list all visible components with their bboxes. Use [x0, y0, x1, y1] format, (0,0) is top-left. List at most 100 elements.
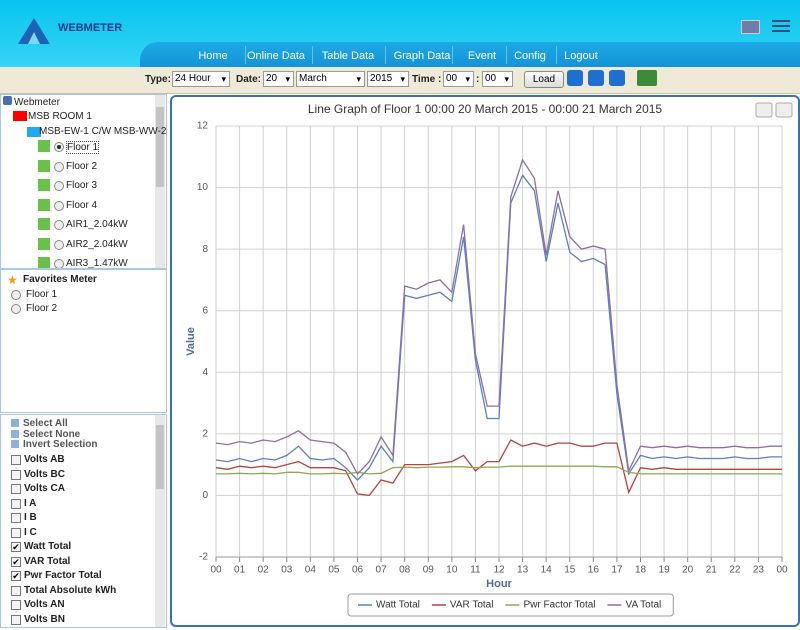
meter-icon — [38, 179, 50, 191]
field-label[interactable]: Watt Total — [24, 541, 72, 552]
minute-select[interactable]: 00 — [482, 71, 513, 87]
field-checkbox[interactable] — [11, 484, 21, 494]
y-tick-label: 10 — [197, 182, 209, 193]
favorite-radio[interactable] — [11, 304, 21, 314]
field-checkbox[interactable] — [11, 600, 21, 610]
nav-item[interactable]: Event — [467, 50, 497, 62]
nav-separator — [506, 46, 507, 64]
meter-radio[interactable] — [54, 200, 64, 211]
x-tick-label: 07 — [376, 565, 388, 576]
scrollbar — [155, 415, 165, 627]
field-checkbox[interactable] — [11, 513, 21, 523]
meter-radio[interactable] — [54, 142, 64, 152]
meter-label[interactable]: AIR2_2.04kW — [66, 238, 128, 250]
meter-label[interactable]: AIR3_1.47kW — [66, 258, 128, 269]
x-tick-label: 21 — [706, 565, 718, 576]
series-line — [215, 158, 782, 475]
meter-label[interactable]: AIR1_2.04kW — [66, 219, 128, 230]
field-label[interactable]: Volts AB — [24, 454, 65, 465]
field-checkbox[interactable]: ✔ — [11, 542, 21, 552]
field-checkbox[interactable]: ✔ — [11, 571, 21, 581]
y-tick-label: 4 — [202, 367, 208, 378]
field-label[interactable]: Total Absolute kWh — [24, 584, 117, 596]
time-separator: : — [476, 74, 480, 85]
meter-radio[interactable] — [54, 220, 64, 230]
y-tick-label: 12 — [197, 121, 209, 132]
x-tick-label: 02 — [258, 565, 270, 576]
meter-label[interactable]: Floor 1 — [66, 141, 100, 154]
field-label[interactable]: Volts AN — [24, 599, 65, 610]
meter-label[interactable]: Floor 4 — [66, 199, 98, 211]
type-select[interactable]: 24 Hour — [172, 71, 230, 87]
nav-item[interactable]: Online Data — [246, 50, 306, 62]
day-select[interactable]: 20 — [263, 71, 294, 87]
field-label[interactable]: I B — [24, 512, 37, 523]
hour-select[interactable]: 00 — [443, 71, 474, 87]
x-tick-label: 09 — [423, 565, 435, 576]
field-label[interactable]: Pwr Factor Total — [24, 570, 102, 581]
prev-button[interactable] — [567, 70, 583, 86]
field-checkbox[interactable] — [11, 469, 21, 480]
favorite-radio[interactable] — [11, 290, 21, 300]
meter-radio[interactable] — [54, 181, 64, 191]
action-icon — [11, 429, 19, 438]
load-button[interactable]: Load — [524, 71, 564, 88]
selection-action[interactable]: Select None — [23, 428, 81, 440]
tree-group[interactable]: MSB-EW-1 C/W MSB-WW-2 — [39, 126, 167, 137]
meter-icon — [38, 257, 50, 268]
month-select[interactable]: March — [296, 71, 365, 87]
nav-separator — [244, 46, 246, 64]
meter-label[interactable]: Floor 3 — [66, 180, 98, 191]
language-flag[interactable] — [741, 20, 760, 34]
y-axis-label: Value — [185, 327, 197, 356]
field-label[interactable]: Volts BC — [24, 468, 65, 480]
field-label[interactable]: Volts CA — [24, 483, 65, 494]
nav-item[interactable]: Logout — [564, 50, 598, 62]
print-button[interactable] — [637, 70, 657, 86]
x-tick-label: 18 — [635, 565, 647, 576]
field-checkbox[interactable] — [11, 585, 21, 596]
tree-room[interactable]: MSB ROOM 1 — [28, 111, 92, 122]
x-tick-label: 17 — [611, 565, 623, 576]
field-panel: Select All Select None Invert Selection Vol… — [0, 414, 167, 628]
series-line — [215, 174, 782, 481]
chart-title: Line Graph of Floor 1 00:00 20 March 201… — [308, 102, 663, 116]
meter-radio[interactable] — [54, 161, 64, 172]
nav-item[interactable]: Table Data — [321, 50, 375, 62]
field-label[interactable]: I C — [24, 526, 37, 538]
chart: Line Graph of Floor 1 00:00 20 March 201… — [185, 102, 793, 617]
download-icon — [775, 102, 793, 118]
nav-item[interactable]: Graph Data — [393, 50, 451, 62]
legend-label: Pwr Factor Total — [523, 600, 595, 611]
menu-button[interactable] — [772, 20, 790, 32]
scrollbar — [155, 95, 165, 268]
selection-action[interactable]: Invert Selection — [23, 439, 98, 450]
x-tick-label: 01 — [234, 565, 246, 576]
tree-room-icon — [13, 111, 27, 121]
nav-item[interactable]: Home — [198, 50, 228, 62]
field-checkbox[interactable] — [11, 455, 21, 465]
x-tick-label: 00 — [776, 565, 788, 576]
series-line — [216, 465, 782, 475]
field-label[interactable]: I A — [24, 497, 37, 509]
meter-radio[interactable] — [54, 259, 64, 268]
nav-item[interactable]: Config — [514, 50, 546, 62]
logo — [18, 18, 50, 44]
updown-button[interactable] — [588, 70, 604, 86]
favorite-item[interactable]: Floor 1 — [26, 289, 58, 300]
meter-radio[interactable] — [54, 239, 64, 250]
next-button[interactable] — [609, 70, 625, 86]
field-label[interactable]: Volts BN — [24, 613, 65, 625]
year-select[interactable]: 2015 — [367, 71, 409, 87]
x-tick-label: 20 — [682, 565, 694, 576]
y-tick-label: 0 — [202, 490, 208, 501]
field-checkbox[interactable] — [11, 527, 21, 538]
x-tick-label: 13 — [517, 565, 529, 576]
field-checkbox[interactable]: ✔ — [11, 556, 21, 567]
field-checkbox[interactable] — [11, 614, 21, 625]
field-label[interactable]: VAR Total — [24, 555, 71, 567]
favorite-item[interactable]: Floor 2 — [26, 303, 58, 314]
selection-action[interactable]: Select All — [23, 418, 68, 429]
meter-label[interactable]: Floor 2 — [66, 160, 98, 172]
field-checkbox[interactable] — [11, 498, 21, 509]
